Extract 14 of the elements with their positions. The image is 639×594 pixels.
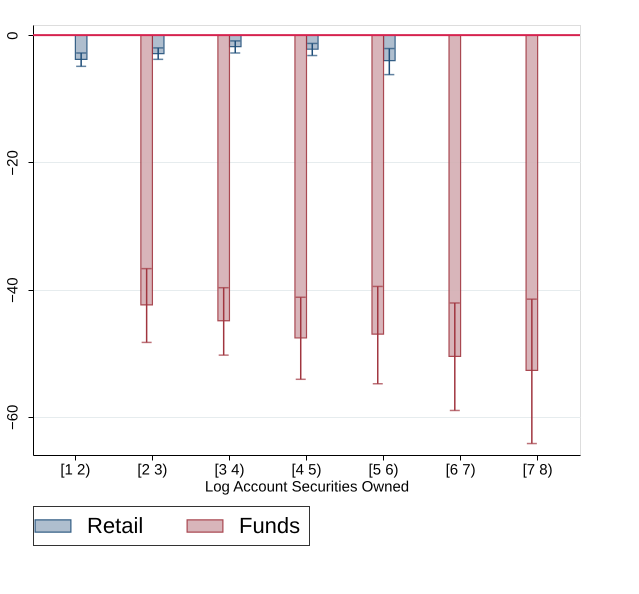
y-tick-label: −40 <box>4 277 22 303</box>
x-tick-label: [3 4) <box>214 462 244 478</box>
legend-label: Funds <box>239 513 300 538</box>
x-tick-label: [4 5) <box>291 462 322 478</box>
x-tick-label: [7 8) <box>522 462 553 478</box>
legend-label: Retail <box>87 513 144 538</box>
y-tick-label: −60 <box>4 404 22 430</box>
x-tick-label: [6 7) <box>446 462 476 478</box>
y-tick-label: 0 <box>4 32 22 40</box>
x-tick-label: [5 6) <box>368 462 399 478</box>
x-axis-title: Log Account Securities Owned <box>204 478 410 496</box>
x-tick-label: [1 2) <box>60 462 90 478</box>
y-tick-label: −20 <box>4 150 22 176</box>
x-tick-label: [2 3) <box>137 462 168 478</box>
